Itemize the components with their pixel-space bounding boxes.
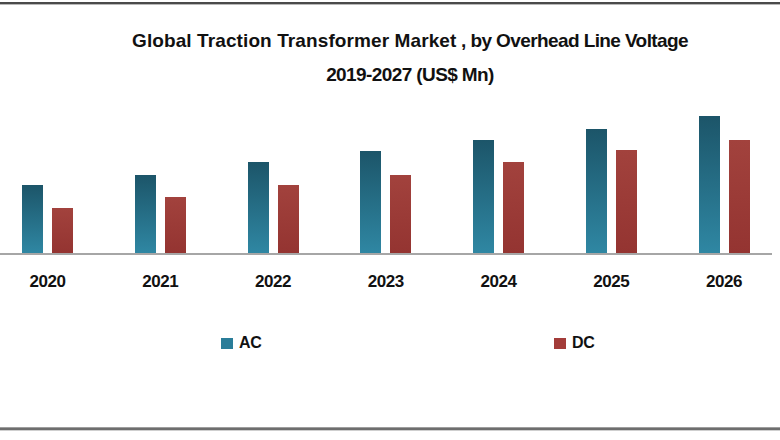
bar-dc-2024 bbox=[503, 162, 524, 253]
bar-dc-2023 bbox=[390, 175, 411, 253]
chart-canvas: Global Traction Transformer Market , by … bbox=[0, 0, 780, 440]
legend-item-ac: AC bbox=[221, 334, 262, 352]
top-border-rule bbox=[0, 2, 780, 5]
legend-label-dc: DC bbox=[572, 334, 595, 352]
x-axis-label-2021: 2021 bbox=[130, 272, 190, 292]
chart-title-line1-bold: Global Traction Transformer Market bbox=[132, 30, 456, 51]
bar-dc-2021 bbox=[165, 197, 186, 253]
chart-title-line1: Global Traction Transformer Market , by … bbox=[30, 24, 780, 58]
x-axis-label-2022: 2022 bbox=[243, 272, 303, 292]
bar-ac-2024 bbox=[473, 140, 494, 253]
legend-swatch-dc-icon bbox=[554, 338, 566, 349]
legend-swatch-ac-icon bbox=[221, 338, 233, 349]
x-axis-label-2020: 2020 bbox=[18, 272, 78, 292]
bar-dc-2020 bbox=[52, 208, 73, 253]
bar-ac-2026 bbox=[699, 116, 720, 253]
chart-title-line2: 2019-2027 (US$ Mn) bbox=[30, 58, 780, 92]
bar-ac-2020 bbox=[22, 185, 43, 253]
bar-dc-2026 bbox=[729, 140, 750, 253]
bottom-border-rule bbox=[0, 427, 780, 431]
x-axis-label-2026: 2026 bbox=[694, 272, 754, 292]
bar-dc-2025 bbox=[616, 150, 637, 253]
bar-ac-2023 bbox=[360, 151, 381, 253]
legend-item-dc: DC bbox=[554, 334, 595, 352]
bar-ac-2021 bbox=[135, 175, 156, 253]
x-axis-line bbox=[0, 253, 772, 255]
x-axis-label-2025: 2025 bbox=[581, 272, 641, 292]
x-axis-label-2024: 2024 bbox=[469, 272, 529, 292]
bar-ac-2025 bbox=[586, 129, 607, 253]
bar-dc-2022 bbox=[278, 185, 299, 253]
bar-ac-2022 bbox=[248, 162, 269, 253]
legend-label-ac: AC bbox=[239, 334, 262, 352]
chart-title-line1-rest: , by Overhead Line Voltage bbox=[456, 30, 688, 51]
x-axis-label-2023: 2023 bbox=[356, 272, 416, 292]
chart-title: Global Traction Transformer Market , by … bbox=[30, 24, 780, 92]
